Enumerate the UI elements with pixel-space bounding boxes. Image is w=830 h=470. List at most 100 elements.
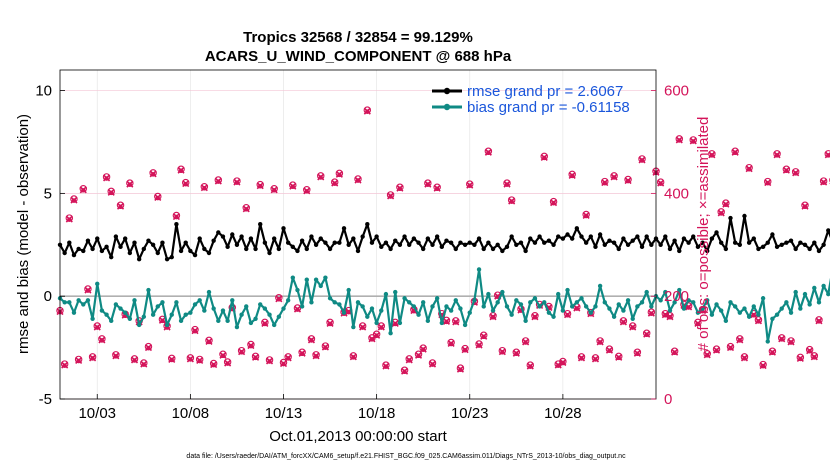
obs-assimilated-marker bbox=[745, 165, 753, 173]
rmse-point bbox=[430, 242, 435, 247]
obs-assimilated-marker bbox=[172, 212, 180, 221]
rmse-point bbox=[500, 248, 505, 254]
bias-point bbox=[621, 308, 626, 313]
obs-assimilated-dot bbox=[360, 325, 365, 330]
rmse-point bbox=[700, 240, 705, 245]
obs-assimilated-marker bbox=[265, 357, 274, 365]
obs-assimilated-dot bbox=[225, 361, 230, 366]
rmse-point bbox=[160, 240, 165, 245]
obs-assimilated-marker bbox=[168, 355, 176, 363]
obs-assimilated-dot bbox=[639, 158, 645, 163]
obs-assimilated-marker bbox=[722, 200, 730, 208]
bias-point bbox=[695, 310, 701, 315]
rmse-point bbox=[816, 248, 822, 254]
bias-point bbox=[714, 302, 719, 307]
obs-assimilated-dot bbox=[197, 358, 202, 364]
obs-assimilated-dot bbox=[677, 138, 682, 143]
bias-point bbox=[490, 308, 496, 313]
rmse-point bbox=[393, 238, 398, 243]
bias-point bbox=[705, 298, 710, 303]
obs-assimilated-dot bbox=[281, 361, 286, 367]
obs-assimilated-marker bbox=[321, 343, 329, 351]
obs-assimilated-dot bbox=[718, 211, 724, 216]
y-tick-label: 0 bbox=[44, 288, 52, 305]
rmse-point bbox=[309, 234, 314, 239]
bias-point bbox=[318, 283, 323, 289]
bias-point bbox=[430, 304, 435, 309]
rmse-point bbox=[476, 236, 482, 241]
rmse-point bbox=[327, 246, 333, 252]
obs-assimilated-marker bbox=[601, 179, 609, 187]
obs-assimilated-marker bbox=[154, 193, 162, 202]
obs-assimilated-dot bbox=[374, 333, 379, 338]
obs-assimilated-dot bbox=[616, 355, 621, 361]
rmse-point bbox=[258, 222, 263, 227]
bias-point bbox=[95, 281, 100, 287]
obs-assimilated-marker bbox=[61, 361, 69, 369]
obs-assimilated-marker bbox=[573, 304, 581, 312]
rmse-point bbox=[597, 232, 603, 237]
bias-point bbox=[649, 304, 654, 309]
obs-assimilated-marker bbox=[498, 348, 506, 356]
rmse-point bbox=[518, 240, 524, 245]
obs-assimilated-dot bbox=[709, 153, 715, 158]
obs-assimilated-marker bbox=[373, 331, 381, 339]
bias-point bbox=[281, 306, 286, 311]
rmse-point bbox=[756, 246, 761, 252]
rmse-point bbox=[593, 244, 598, 250]
rmse-point bbox=[188, 248, 193, 254]
rmse-point bbox=[379, 244, 384, 250]
bias-point bbox=[383, 291, 389, 297]
bias-point bbox=[593, 304, 598, 309]
legend-rmse-marker bbox=[443, 87, 451, 95]
obs-assimilated-marker bbox=[708, 151, 716, 159]
rmse-point bbox=[625, 242, 631, 247]
legend-bias-marker bbox=[443, 103, 451, 111]
obs-assimilated-marker bbox=[428, 360, 437, 368]
rmse-point bbox=[528, 236, 533, 241]
bias-point bbox=[448, 308, 454, 313]
obs-assimilated-dot bbox=[551, 200, 556, 206]
bias-point bbox=[728, 300, 733, 305]
obs-assimilated-marker bbox=[508, 197, 516, 205]
obs-assimilated-marker bbox=[591, 355, 600, 363]
obs-assimilated-marker bbox=[689, 137, 697, 145]
obs-assimilated-marker bbox=[79, 186, 87, 194]
rmse-point bbox=[788, 238, 794, 243]
obs-assimilated-marker bbox=[200, 184, 208, 192]
rmse-point bbox=[448, 240, 454, 245]
rmse-point bbox=[118, 244, 123, 250]
bias-point bbox=[551, 314, 556, 319]
rmse-point bbox=[523, 248, 528, 254]
x-tick-label: 10/03 bbox=[78, 405, 116, 422]
obs-assimilated-marker bbox=[824, 151, 830, 159]
obs-assimilated-marker bbox=[363, 107, 371, 115]
bias-point bbox=[141, 314, 147, 319]
bias-point bbox=[709, 312, 715, 317]
rmse-point bbox=[230, 232, 235, 237]
bias-point bbox=[85, 298, 91, 303]
rmse-point bbox=[537, 234, 542, 239]
rmse-point bbox=[253, 246, 258, 252]
obs-assimilated-marker bbox=[349, 353, 357, 361]
rmse-point bbox=[332, 240, 337, 245]
obs-assimilated-marker bbox=[312, 352, 320, 360]
rmse-point bbox=[192, 252, 198, 258]
rmse-point bbox=[211, 238, 216, 243]
obs-assimilated-marker bbox=[563, 311, 572, 319]
obs-assimilated-marker bbox=[70, 196, 78, 204]
obs-assimilated-marker bbox=[238, 348, 246, 356]
rmse-point bbox=[560, 236, 566, 241]
rmse-point bbox=[718, 240, 724, 245]
obs-assimilated-dot bbox=[346, 309, 351, 315]
obs-assimilated-dot bbox=[155, 195, 160, 201]
rmse-point bbox=[383, 240, 389, 245]
obs-assimilated-marker bbox=[731, 148, 739, 156]
obs-assimilated-marker bbox=[405, 356, 413, 364]
obs-assimilated-dot bbox=[476, 343, 482, 348]
rmse-point bbox=[136, 256, 142, 262]
obs-assimilated-marker bbox=[196, 356, 204, 365]
bias-point bbox=[565, 287, 570, 293]
obs-assimilated-marker bbox=[359, 323, 367, 331]
obs-assimilated-dot bbox=[658, 181, 663, 186]
